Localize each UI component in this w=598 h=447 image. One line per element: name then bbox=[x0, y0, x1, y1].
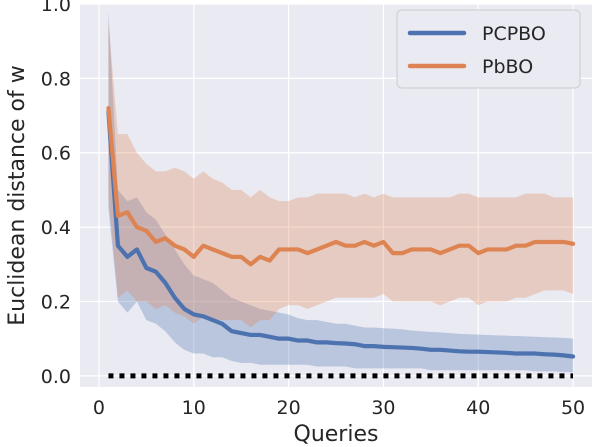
x-tick-label: 0 bbox=[93, 397, 105, 419]
x-tick-label: 40 bbox=[466, 397, 490, 419]
series-line-pbbo bbox=[106, 106, 576, 267]
confidence-bands bbox=[108, 11, 574, 373]
legend-box bbox=[396, 9, 581, 89]
y-tick-label: 0.2 bbox=[41, 291, 71, 313]
y-tick-label: 0.8 bbox=[41, 68, 71, 90]
x-tick-labels: 0 10 20 30 40 50 bbox=[93, 397, 585, 419]
legend-label-pbbo: PbBO bbox=[482, 56, 533, 78]
band-pbbo bbox=[108, 22, 574, 328]
y-tick-label: 0.6 bbox=[41, 143, 71, 165]
y-axis-title: Euclidean distance of w bbox=[5, 65, 30, 326]
x-tick-label: 50 bbox=[561, 397, 585, 419]
series-lines bbox=[106, 106, 576, 359]
x-tick-label: 10 bbox=[182, 397, 206, 419]
series-line-pcpbo bbox=[106, 109, 576, 359]
x-tick-label: 20 bbox=[276, 397, 300, 419]
legend: PCPBO PbBO bbox=[396, 9, 581, 89]
y-tick-labels: 0.0 0.2 0.4 0.6 0.8 1.0 bbox=[41, 0, 71, 388]
y-tick-label: 1.0 bbox=[41, 0, 71, 16]
y-tick-label: 0.4 bbox=[41, 217, 71, 239]
x-axis-title: Queries bbox=[294, 422, 379, 447]
x-tick-label: 30 bbox=[371, 397, 395, 419]
y-tick-label: 0.0 bbox=[41, 366, 71, 388]
legend-label-pcpbo: PCPBO bbox=[482, 23, 546, 45]
